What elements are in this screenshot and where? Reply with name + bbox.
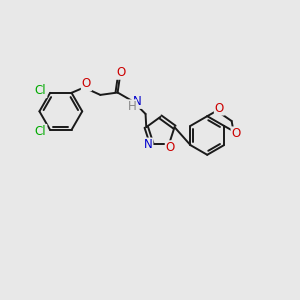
Text: Cl: Cl bbox=[35, 125, 46, 138]
Text: O: O bbox=[166, 141, 175, 154]
Text: H: H bbox=[128, 100, 136, 113]
Text: O: O bbox=[116, 66, 125, 79]
Text: O: O bbox=[82, 77, 91, 90]
Text: O: O bbox=[215, 102, 224, 115]
Text: O: O bbox=[232, 128, 241, 140]
Text: Cl: Cl bbox=[35, 84, 46, 97]
Text: N: N bbox=[144, 139, 152, 152]
Text: N: N bbox=[133, 95, 142, 108]
